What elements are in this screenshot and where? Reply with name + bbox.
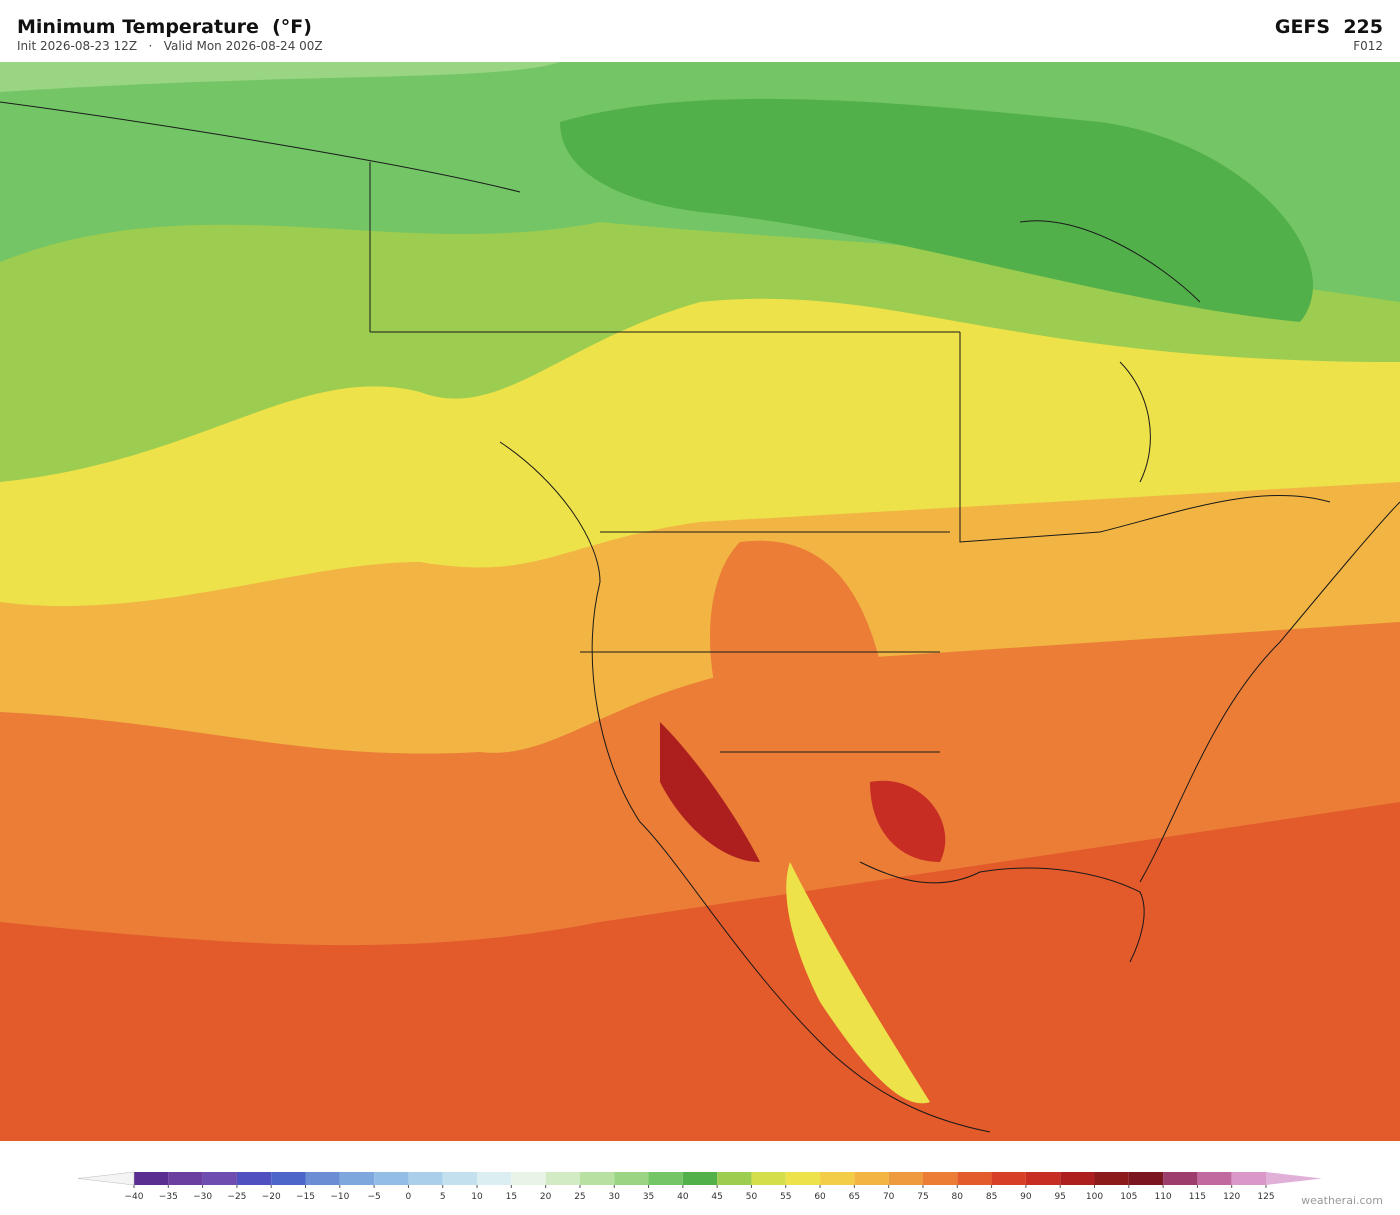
- color-bin: [339, 1172, 375, 1185]
- tick-label: 95: [1054, 1192, 1065, 1202]
- color-bin: [922, 1172, 958, 1185]
- color-bin: [717, 1172, 752, 1185]
- under-triangle: [77, 1171, 135, 1186]
- color-bin: [271, 1172, 306, 1185]
- tick-label: 125: [1257, 1192, 1274, 1202]
- tick-label: 100: [1086, 1192, 1103, 1202]
- tick-label: −10: [330, 1192, 349, 1202]
- color-bin: [854, 1172, 889, 1185]
- color-bin: [751, 1172, 786, 1185]
- tick-label: 105: [1120, 1192, 1137, 1202]
- subtitle: Init 2026-08-23 12Z · Valid Mon 2026-08-…: [17, 39, 323, 53]
- color-bin: [991, 1172, 1026, 1185]
- color-bin: [1197, 1172, 1232, 1185]
- color-bin: [442, 1172, 478, 1185]
- tick-label: 90: [1020, 1192, 1032, 1202]
- tick-label: −20: [262, 1192, 281, 1202]
- color-bin: [579, 1172, 615, 1185]
- color-bin: [888, 1172, 923, 1185]
- color-bin: [1231, 1172, 1266, 1185]
- color-bin: [614, 1172, 649, 1185]
- tick-label: 120: [1223, 1192, 1240, 1202]
- tick-label: −25: [227, 1192, 246, 1202]
- tick-label: −30: [193, 1192, 212, 1202]
- forecast-hour: F012: [1353, 39, 1383, 53]
- coastlines: [0, 101, 1400, 1133]
- color-bin: [1025, 1172, 1061, 1185]
- field: [786, 862, 930, 1104]
- over-triangle: [1266, 1172, 1322, 1185]
- tick-label: 80: [952, 1192, 964, 1202]
- tick-label: 45: [711, 1192, 722, 1202]
- tick-label: 110: [1154, 1192, 1171, 1202]
- field: [870, 780, 946, 862]
- color-bin: [1060, 1172, 1095, 1185]
- tick-label: 115: [1189, 1192, 1206, 1202]
- map: [0, 62, 1400, 1141]
- tick-label: −35: [159, 1192, 178, 1202]
- tick-label: 65: [849, 1192, 860, 1202]
- tick-label: −15: [296, 1192, 315, 1202]
- tick-label: 55: [780, 1192, 791, 1202]
- tick-label: 25: [574, 1192, 585, 1202]
- field: [660, 722, 760, 862]
- colorbar: −40 −35 −30 −25 −20 −15 −10 −5 0 5 10 15 20 25 30 35 40 4…: [77, 1171, 1322, 1202]
- color-bin: [1128, 1172, 1164, 1185]
- tick-label: 10: [471, 1192, 483, 1202]
- tick-label: 30: [609, 1192, 621, 1202]
- color-bin: [820, 1172, 855, 1185]
- field: [560, 98, 1314, 322]
- color-bin: [682, 1172, 718, 1185]
- color-bin: [305, 1172, 340, 1185]
- tick-label: 15: [506, 1192, 517, 1202]
- tick-label: 35: [643, 1192, 654, 1202]
- color-bin: [1163, 1172, 1198, 1185]
- color-bin: [785, 1172, 821, 1185]
- color-bin: [374, 1172, 409, 1185]
- color-bin: [236, 1172, 272, 1185]
- model: GEFS 225: [1274, 16, 1383, 38]
- color-bin: [408, 1172, 443, 1185]
- tick-label: 0: [406, 1192, 412, 1202]
- tick-label: 50: [746, 1192, 758, 1202]
- tick-label: 60: [814, 1192, 826, 1202]
- tick-label: −40: [125, 1192, 144, 1202]
- title: Minimum Temperature (°F): [17, 16, 312, 38]
- color-bin: [477, 1172, 512, 1185]
- tick-label: −5: [367, 1192, 380, 1202]
- color-bin: [545, 1172, 580, 1185]
- tick-label: 70: [883, 1192, 895, 1202]
- color-bin: [168, 1172, 203, 1185]
- tick-label: 75: [917, 1192, 928, 1202]
- tick-label: 85: [986, 1192, 997, 1202]
- color-bin: [134, 1172, 169, 1185]
- color-bin: [648, 1172, 683, 1185]
- color-bin: [957, 1172, 992, 1185]
- tick-label: 20: [540, 1192, 552, 1202]
- color-bin: [1094, 1172, 1129, 1185]
- tick-label: 40: [677, 1192, 689, 1202]
- color-bin: [511, 1172, 546, 1185]
- color-bin: [202, 1172, 237, 1185]
- tick-label: 5: [440, 1192, 446, 1202]
- credit: weatherai.com: [1301, 1194, 1383, 1207]
- field: [0, 62, 560, 92]
